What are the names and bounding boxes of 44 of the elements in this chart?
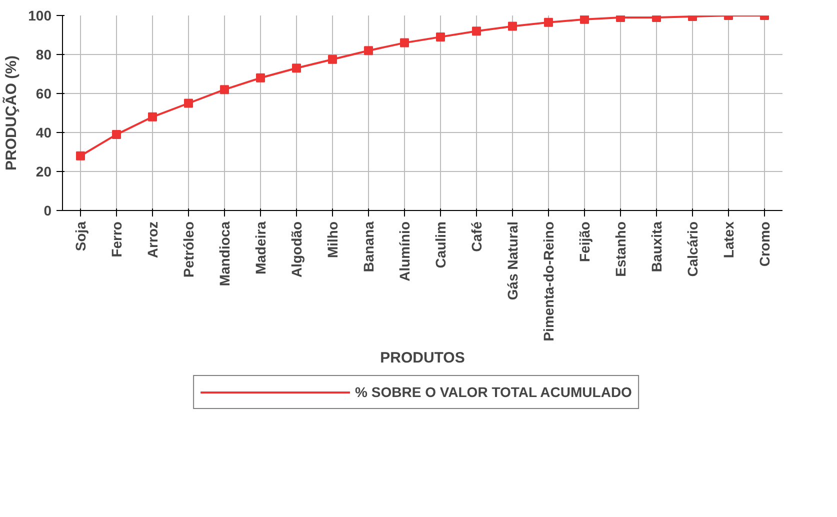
point (292, 64, 301, 73)
point (112, 130, 121, 139)
x-tick-label: Milho (324, 222, 340, 258)
y-tick-label: 0 (44, 202, 52, 218)
x-tick-label: Estanho (612, 221, 628, 277)
point (472, 26, 481, 36)
point (256, 73, 265, 82)
point (220, 85, 229, 94)
y-tick-label: 60 (36, 86, 52, 102)
point (436, 32, 445, 42)
x-axis-title: PRODUTOS (380, 349, 465, 366)
point (544, 18, 553, 27)
x-tick-label: Feijão (576, 221, 592, 262)
y-tick-label: 100 (28, 8, 52, 24)
x-tick-label: Algodão (288, 221, 304, 278)
x-tick-label: Caulim (432, 221, 448, 268)
point (328, 54, 337, 64)
point (400, 38, 409, 48)
x-tick-label: Banana (360, 221, 376, 272)
x-tick-label: Bauxita (648, 221, 664, 272)
x-tick-label: Soja (72, 221, 88, 252)
y-tick-label: 40 (36, 124, 52, 140)
x-tick-label: Ferro (108, 221, 124, 258)
x-tick-label: Café (468, 221, 484, 252)
x-tick-label: Cromo (756, 221, 772, 267)
text: % SOBRE O VALOR TOTAL ACUMULADO (355, 384, 632, 400)
y-tick-label: 80 (36, 46, 52, 62)
point (148, 112, 157, 122)
x-tick-label: Latex (720, 221, 736, 258)
point (364, 46, 373, 56)
point (76, 151, 85, 160)
point (184, 98, 193, 108)
point (508, 22, 517, 31)
x-tick-label: Calcário (684, 222, 700, 277)
x-tick-label: Pimenta-do-Reino (540, 222, 556, 342)
x-tick-label: Arroz (144, 221, 160, 258)
x-tick-label: Alumínio (396, 221, 412, 282)
x-tick-label: Petróleo (180, 222, 196, 278)
x-tick-label: Mandioca (216, 221, 232, 286)
y-tick-label: 20 (36, 164, 52, 180)
point (580, 16, 589, 24)
x-tick-label: Madeira (252, 221, 268, 274)
y-axis-title: PRODUÇÃO (%) (2, 55, 20, 170)
x-tick-label: Gás Natural (504, 221, 520, 300)
